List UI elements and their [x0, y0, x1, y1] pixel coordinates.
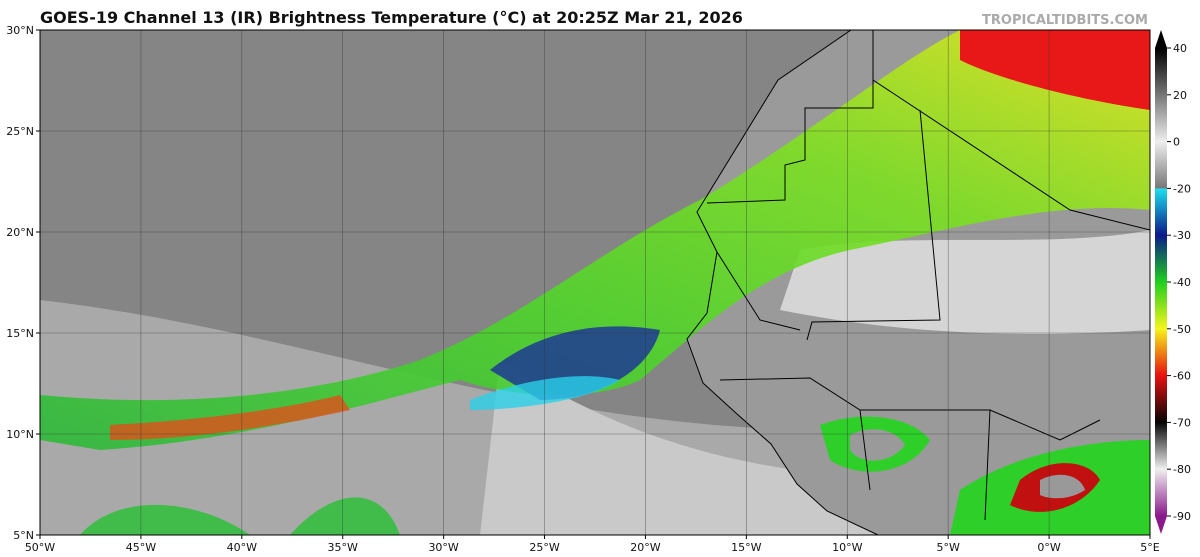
colorbar-tick-label: -80 — [1173, 463, 1191, 476]
x-tick-label: 50°W — [25, 541, 55, 554]
x-tick-label: 25°W — [529, 541, 559, 554]
y-tick-label: 25°N — [6, 125, 34, 138]
colorbar — [1155, 48, 1167, 516]
watermark: TROPICALTIDBITS.COM — [982, 13, 1148, 28]
y-tick-label: 20°N — [6, 226, 34, 239]
x-tick-label: 0°W — [1037, 541, 1060, 554]
y-tick-label: 30°N — [6, 24, 34, 37]
colorbar-tick-label: -30 — [1173, 229, 1191, 242]
y-tick-label: 5°N — [13, 529, 34, 542]
y-tick-label: 10°N — [6, 428, 34, 441]
border — [706, 30, 1150, 521]
x-tick-label: 15°W — [731, 541, 761, 554]
x-tick-label: 20°W — [630, 541, 660, 554]
map-frame — [39, 29, 1151, 536]
colorbar-tick-label: -40 — [1173, 276, 1191, 289]
satellite-image — [40, 30, 1150, 535]
coastline — [686, 30, 879, 535]
colorbar-tick-label: -70 — [1173, 416, 1191, 429]
colorbar-tick-label: 20 — [1173, 89, 1187, 102]
x-tick-label: 5°W — [936, 541, 959, 554]
y-tick-label: 15°N — [6, 327, 34, 340]
colorbar-extend-bottom — [1155, 516, 1167, 534]
x-tick-label: 5°E — [1140, 541, 1159, 554]
colorbar-tick-label: 0 — [1173, 136, 1180, 149]
colorbar-tick-label: -60 — [1173, 370, 1191, 383]
colorbar-tick-label: -50 — [1173, 323, 1191, 336]
colorbar-tick-label: -90 — [1173, 510, 1191, 523]
colorbar-tick-label: 40 — [1173, 42, 1187, 55]
x-tick-label: 10°W — [832, 541, 862, 554]
x-tick-label: 45°W — [126, 541, 156, 554]
x-tick-label: 30°W — [428, 541, 458, 554]
colorbar-extend-top — [1155, 30, 1167, 48]
colorbar-tick-label: -20 — [1173, 182, 1191, 195]
title: GOES-19 Channel 13 (IR) Brightness Tempe… — [40, 8, 743, 27]
x-tick-label: 35°W — [328, 541, 358, 554]
x-tick-label: 40°W — [227, 541, 257, 554]
